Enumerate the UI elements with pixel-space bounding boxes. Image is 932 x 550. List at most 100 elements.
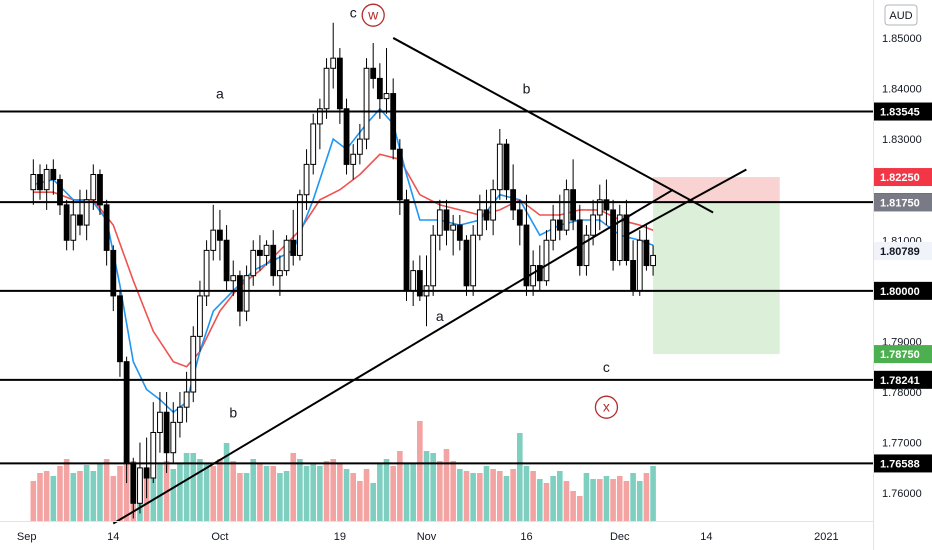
volume-bar — [83, 465, 90, 521]
take-profit-zone[interactable] — [653, 202, 780, 355]
volume-bar — [357, 481, 363, 521]
volume-bar — [237, 473, 243, 521]
volume-bar — [616, 476, 623, 521]
horizontal-levels — [0, 110, 873, 465]
volume-bar — [50, 476, 57, 521]
candle-up — [363, 67, 370, 140]
candle-down — [396, 148, 403, 201]
price-label-box — [874, 241, 932, 260]
volume-bar — [550, 476, 556, 521]
volume-bar — [57, 466, 63, 521]
candle-up — [230, 275, 237, 282]
price-tick-label: 1.85000 — [882, 33, 922, 45]
trend-line[interactable] — [625, 168, 747, 237]
candle-down — [623, 214, 630, 261]
candle-down — [570, 189, 577, 221]
wave-label: c — [603, 359, 610, 375]
candle-up — [43, 168, 50, 191]
wave-circle-label: x — [603, 399, 610, 415]
price-label-value: 1.82250 — [880, 172, 920, 184]
price-tick-label: 1.76000 — [882, 488, 922, 500]
candle-up — [590, 214, 597, 236]
candle-up — [263, 244, 270, 256]
volume-bar — [490, 469, 496, 521]
price-label-box — [874, 454, 932, 473]
candle-up — [450, 224, 457, 231]
wave-label: a — [436, 308, 444, 324]
candle-up — [596, 199, 603, 216]
candle-down — [103, 204, 110, 251]
price-label-value: 1.80789 — [880, 246, 920, 258]
volume-bar — [77, 471, 83, 521]
candle-down — [117, 295, 123, 363]
candle-down — [77, 214, 83, 226]
volume-bar — [497, 471, 503, 521]
candle-up — [157, 411, 163, 433]
volume-bar — [250, 459, 257, 521]
candle-down — [443, 209, 450, 231]
volume-bar — [450, 461, 456, 521]
volume-bar — [457, 469, 463, 521]
candle-down — [37, 174, 43, 191]
candle-up — [203, 249, 210, 297]
candle-down — [97, 174, 103, 206]
volume-bar — [570, 491, 576, 521]
volume-bar — [270, 466, 277, 521]
price-label-box — [874, 370, 932, 389]
candle-up — [183, 391, 190, 408]
volume-bar — [543, 483, 550, 521]
candle-down — [257, 249, 263, 256]
candle-up — [543, 239, 550, 282]
wave-label: a — [216, 86, 224, 102]
volume-bar — [183, 453, 190, 521]
volume-bar — [317, 466, 323, 521]
volume-bar — [123, 455, 130, 521]
candle-up — [476, 209, 483, 236]
volume-bar — [283, 471, 290, 521]
volume-bar — [197, 459, 203, 521]
price-tick-label: 1.83000 — [882, 134, 922, 146]
candle-down — [163, 411, 170, 454]
wave-label: b — [229, 404, 237, 420]
candle-up — [490, 189, 497, 221]
volume-bar — [117, 466, 123, 521]
volume-bar — [30, 481, 37, 521]
candle-up — [210, 229, 217, 251]
volume-bar — [623, 481, 630, 521]
candle-down — [510, 189, 517, 211]
volume-bar — [277, 473, 283, 521]
trend-line[interactable] — [392, 37, 714, 214]
ema-red-line — [33, 153, 654, 368]
volume-bar — [337, 463, 343, 521]
candle-down — [630, 260, 636, 292]
volume-bar — [290, 453, 297, 521]
volume-bar — [630, 473, 636, 521]
volume-bar — [596, 479, 603, 521]
volume-bar — [410, 463, 416, 521]
candle-down — [270, 244, 277, 277]
volume-bar — [377, 463, 383, 521]
volume-bar — [70, 473, 77, 521]
volume-bar — [190, 453, 197, 521]
volume-bar — [556, 471, 563, 521]
volume-bar — [177, 463, 183, 521]
candle-up — [150, 431, 157, 479]
candle-down — [217, 229, 223, 241]
volume-bar — [303, 466, 310, 521]
candle-up — [316, 108, 323, 125]
candle-up — [650, 254, 656, 267]
volume-bar — [263, 466, 270, 521]
stop-loss-zone[interactable] — [653, 177, 780, 203]
candle-up — [323, 67, 330, 110]
price-label-box — [874, 102, 932, 121]
candle-up — [296, 194, 303, 256]
currency-button[interactable]: AUD — [884, 4, 918, 26]
trend-line[interactable] — [112, 188, 674, 525]
candle-down — [390, 93, 397, 150]
candle-up — [190, 335, 197, 393]
volume-bar — [530, 471, 536, 521]
price-tick-label: 1.78000 — [882, 387, 922, 399]
volume-bar — [437, 461, 443, 521]
candle-down — [523, 224, 530, 287]
